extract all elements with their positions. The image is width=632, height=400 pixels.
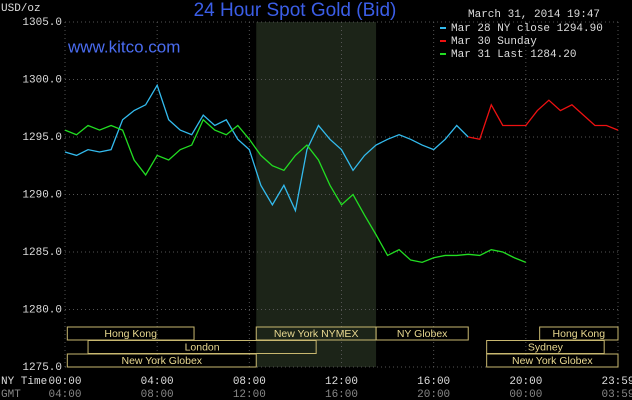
y-axis-label: USD/oz bbox=[1, 3, 41, 15]
timestamp: March 31, 2014 19:47 bbox=[468, 9, 600, 21]
session-box bbox=[375, 326, 469, 341]
line bbox=[64, 83, 469, 213]
x2-axis-label: GMT bbox=[1, 389, 21, 400]
x-tick-label: 20:00 bbox=[509, 376, 542, 388]
session-label: New York Globex bbox=[512, 355, 593, 367]
legend-label: Mar 28 NY close 1294.90 bbox=[451, 23, 603, 35]
line bbox=[468, 99, 619, 141]
y-tick-label: 1280.0 bbox=[22, 304, 62, 316]
y-tick-label: 1290.0 bbox=[22, 189, 62, 201]
session-label: New York NYMEX bbox=[274, 328, 359, 340]
x-tick-label: 12:00 bbox=[325, 376, 358, 388]
line bbox=[64, 118, 527, 264]
session-box bbox=[486, 353, 619, 368]
x2-tick-label: 03:59 bbox=[601, 389, 632, 400]
x2-tick-label: 04:00 bbox=[48, 389, 81, 400]
session-shade bbox=[256, 22, 377, 367]
session-label: Hong Kong bbox=[553, 328, 606, 340]
session-box bbox=[66, 353, 257, 368]
y-tick-label: 1285.0 bbox=[22, 247, 62, 259]
session-label: NY Globex bbox=[397, 328, 448, 340]
x2-tick-label: 08:00 bbox=[141, 389, 174, 400]
watermark: www.kitco.com bbox=[67, 37, 180, 56]
session-label: Sydney bbox=[528, 341, 564, 353]
session-label: New York Globex bbox=[122, 355, 203, 367]
x-axis-label: NY Time bbox=[1, 376, 47, 388]
x-tick-label: 04:00 bbox=[141, 376, 174, 388]
session-label: Hong Kong bbox=[104, 328, 157, 340]
legend-label: Mar 31 Last 1284.20 bbox=[451, 49, 576, 61]
x-tick-label: 23:59 bbox=[601, 376, 632, 388]
x-tick-label: 00:00 bbox=[48, 376, 81, 388]
y-tick-label: 1295.0 bbox=[22, 132, 62, 144]
x-tick-label: 08:00 bbox=[233, 376, 266, 388]
y-tick-label: 1305.0 bbox=[22, 17, 62, 29]
legend-label: Mar 30 Sunday bbox=[451, 36, 537, 48]
x2-tick-label: 20:00 bbox=[417, 389, 450, 400]
session-label: London bbox=[185, 341, 220, 353]
chart-title: 24 Hour Spot Gold (Bid) bbox=[194, 0, 397, 21]
x2-tick-label: 12:00 bbox=[233, 389, 266, 400]
x-tick-label: 16:00 bbox=[417, 376, 450, 388]
y-tick-label: 1275.0 bbox=[22, 362, 62, 374]
y-tick-label: 1300.0 bbox=[22, 74, 62, 86]
x2-tick-label: 16:00 bbox=[325, 389, 358, 400]
x2-tick-label: 00:00 bbox=[509, 389, 542, 400]
